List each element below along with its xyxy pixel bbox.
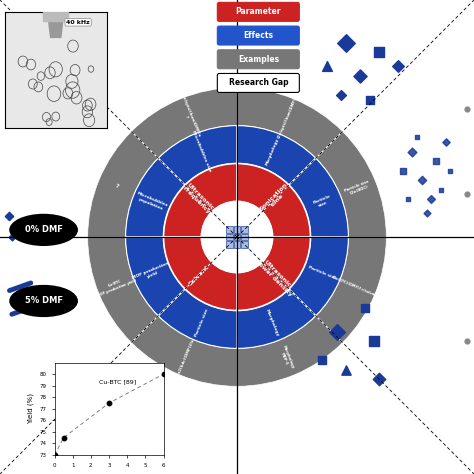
Wedge shape [126,158,185,237]
Bar [226,234,233,240]
Text: Morphology: Morphology [265,308,280,337]
Text: 5% DMF: 5% DMF [25,297,63,305]
Circle shape [201,201,273,273]
Point [423,210,430,217]
Point [60,434,67,441]
Point [409,148,416,155]
Point [463,191,471,198]
Point [8,233,16,241]
Bar [234,241,240,248]
Wedge shape [289,237,348,316]
Point [371,337,378,345]
Point [404,195,411,203]
Point [323,63,331,70]
Text: [Zn2(bdc)(DMF)2]n: [Zn2(bdc)(DMF)2]n [176,337,196,377]
Point [437,186,445,193]
Point [399,167,407,174]
Point [413,134,421,141]
Bar [241,234,248,240]
Wedge shape [237,164,310,237]
Bar [241,226,248,233]
Point [342,366,350,374]
FancyBboxPatch shape [217,73,300,92]
Point [356,72,364,80]
Text: Ultrasonic
Frequency: Ultrasonic Frequency [182,182,215,215]
Text: Cu-BTC [89]: Cu-BTC [89] [100,379,137,384]
Text: Morphology
MOF-5: Morphology MOF-5 [277,345,294,371]
Text: Parameter: Parameter [236,8,281,16]
Point [447,167,454,174]
Point [463,105,471,113]
Wedge shape [237,237,310,310]
Text: Particle size: Particle size [308,265,337,280]
FancyBboxPatch shape [217,26,300,45]
Point [375,375,383,383]
Point [319,356,326,364]
Point [361,304,369,312]
Bar [234,234,240,240]
Point [51,451,58,459]
Point [366,96,374,103]
Point [463,337,471,345]
Bar [234,226,240,233]
Polygon shape [44,12,68,21]
Text: Particle
size: Particle size [312,194,333,209]
X-axis label: DMF (ml): DMF (ml) [93,473,125,474]
Point [375,48,383,56]
Point [342,39,350,46]
Y-axis label: Yield (%): Yield (%) [28,393,34,424]
Wedge shape [126,237,185,316]
Point [160,370,167,378]
Text: Research Gap: Research Gap [228,79,288,87]
Text: Microbubbles size: Microbubbles size [191,130,212,173]
Wedge shape [237,289,316,348]
Point [18,219,25,227]
Point [428,195,435,203]
Text: Ultrasonic
power density: Ultrasonic power density [254,254,297,297]
Text: Particle size: Particle size [194,308,209,337]
Point [442,138,449,146]
Text: Effects: Effects [243,31,273,40]
Point [418,176,426,184]
Wedge shape [158,126,237,185]
Wedge shape [164,237,237,310]
Text: ?: ? [115,183,119,189]
Text: Examples: Examples [238,55,279,64]
Text: [Cu(BTC)(DMF)]×(solvates): [Cu(BTC)(DMF)]×(solvates) [331,275,383,301]
Wedge shape [88,88,386,386]
Text: MOF production
yield: MOF production yield [132,261,172,284]
Point [432,157,440,165]
Text: [Zn(tpts)(bum)DMF]n: [Zn(tpts)(bum)DMF]n [277,95,299,139]
FancyBboxPatch shape [217,2,300,21]
Bar [226,226,233,233]
Wedge shape [237,126,316,185]
Wedge shape [289,158,348,237]
Text: Morphology: Morphology [265,137,280,166]
Text: 40 kHz: 40 kHz [66,20,90,25]
Point [333,328,340,336]
Point [105,399,113,407]
Ellipse shape [9,214,78,246]
Point [394,63,402,70]
Text: 0% DMF: 0% DMF [25,226,63,234]
Bar [241,241,248,248]
Wedge shape [158,289,237,348]
Polygon shape [47,12,64,37]
Ellipse shape [9,285,78,317]
Wedge shape [164,164,237,237]
Text: Solvent: Solvent [187,264,210,287]
Text: Particle size
↑Zn(BDC): Particle size ↑Zn(BDC) [344,179,372,197]
Text: Cu-BTC
MOF production yield: Cu-BTC MOF production yield [95,274,137,298]
Text: Microbubbles
population: Microbubbles population [135,191,169,212]
Text: [Zn(tpts)(bum)DMF]n
?: [Zn(tpts)(bum)DMF]n ? [175,92,201,140]
Point [337,91,345,99]
FancyBboxPatch shape [217,50,300,69]
Bar [226,241,233,248]
Text: Sonication
time: Sonication time [258,182,292,216]
Point [6,212,13,219]
